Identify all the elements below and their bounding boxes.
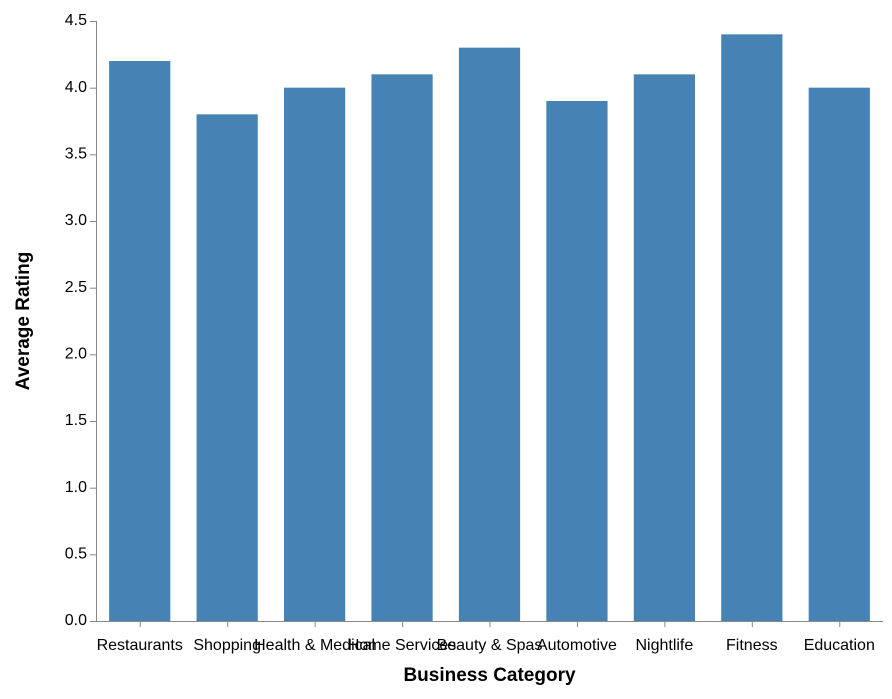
x-tick-label: Shopping bbox=[193, 637, 261, 654]
y-tick-label: 4.0 bbox=[65, 79, 87, 96]
y-tick-label: 0.0 bbox=[65, 612, 87, 629]
x-tick-label: Home Services bbox=[348, 637, 456, 654]
bar bbox=[808, 87, 870, 621]
bar bbox=[196, 114, 258, 621]
y-tick-label: 4.5 bbox=[65, 12, 87, 29]
y-axis-ticks: 0.0 0.5 1.0 1.5 2.0 2.5 3.0 3.5 4.0 4.5 bbox=[65, 12, 96, 629]
bar bbox=[458, 47, 521, 621]
y-tick-label: 0.5 bbox=[65, 546, 87, 563]
y-tick-label: 2.0 bbox=[65, 346, 87, 363]
bar bbox=[546, 101, 608, 621]
x-axis-title: Business Category bbox=[403, 665, 576, 686]
bar bbox=[284, 87, 346, 621]
bar bbox=[371, 74, 433, 622]
y-tick-label: 3.0 bbox=[65, 212, 87, 229]
y-axis-title: Average Rating bbox=[13, 252, 34, 391]
x-tick-label: Automotive bbox=[537, 637, 617, 654]
x-tick-label: Health & Medical bbox=[254, 637, 375, 654]
x-tick-label: Restaurants bbox=[97, 637, 183, 654]
y-tick-label: 2.5 bbox=[65, 279, 87, 296]
x-tick-label: Fitness bbox=[726, 637, 778, 654]
bar bbox=[109, 61, 171, 621]
bars bbox=[109, 34, 870, 622]
x-tick-label: Nightlife bbox=[635, 637, 693, 654]
bar bbox=[633, 74, 695, 622]
y-tick-label: 1.5 bbox=[65, 412, 87, 429]
y-tick-label: 3.5 bbox=[65, 146, 87, 163]
y-tick-label: 1.0 bbox=[65, 479, 87, 496]
bar bbox=[721, 34, 783, 622]
x-tick-label: Beauty & Spas bbox=[437, 637, 543, 654]
x-tick-label: Education bbox=[804, 637, 875, 654]
